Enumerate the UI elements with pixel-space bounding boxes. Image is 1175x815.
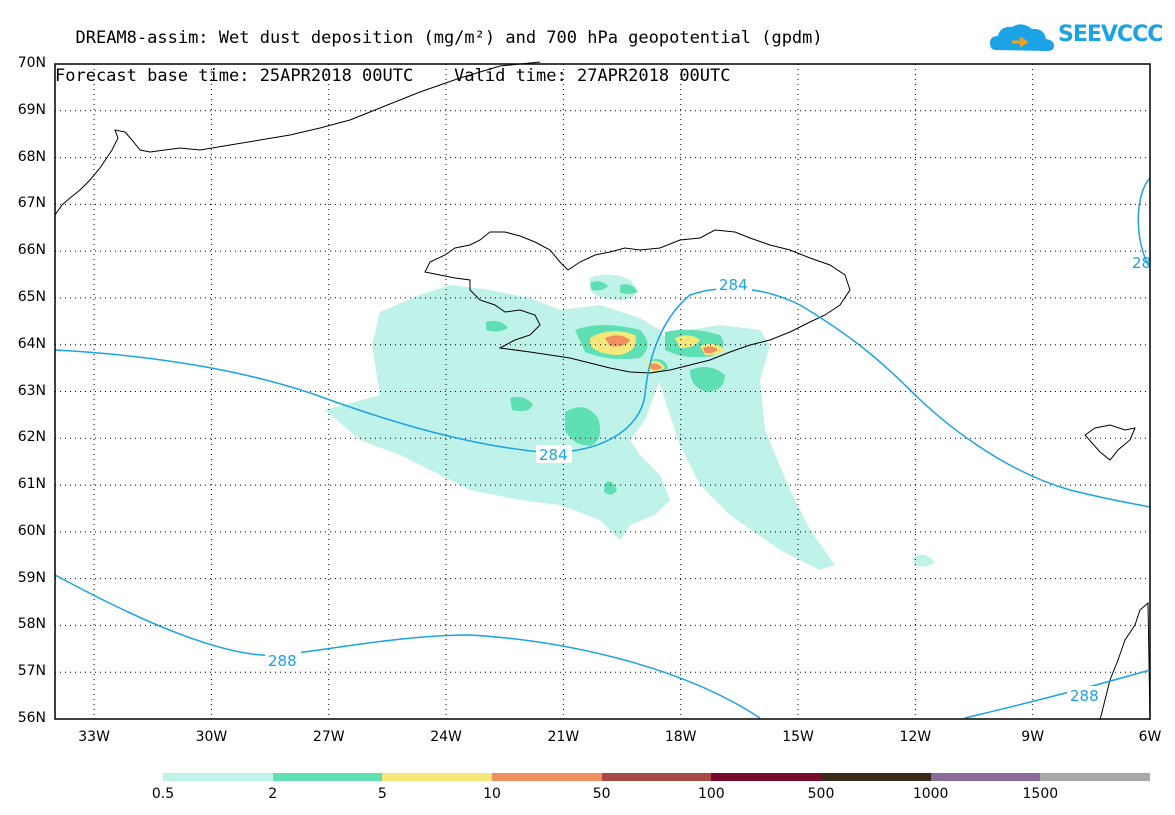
dust-patch-north: [590, 274, 637, 301]
lat-label: 67N: [17, 195, 46, 212]
colorbar-segment: [821, 773, 931, 781]
colorbar-segment: [711, 773, 821, 781]
dust-level10-2: [703, 346, 718, 354]
dust-plume-east: [650, 325, 835, 570]
lat-label: 60N: [17, 522, 46, 539]
coast-greenland: [54, 61, 541, 216]
dust-core-7: [620, 284, 638, 294]
title-line-2: Forecast base time: 25APR2018 00UTC Vali…: [55, 66, 731, 86]
logo-text: SEEVCCC: [1058, 22, 1163, 47]
colorbar-label: 10: [483, 786, 501, 802]
colorbar-label: 5: [377, 786, 387, 802]
lat-label: 59N: [17, 569, 46, 586]
dust-deposition-shading: [325, 274, 935, 570]
lat-label: 63N: [17, 382, 46, 399]
map-title: DREAM8-assim: Wet dust deposition (mg/m²…: [55, 10, 823, 105]
map-gridlines: [55, 64, 1150, 719]
colorbar-segment: [492, 773, 602, 781]
lat-label: 66N: [17, 242, 46, 259]
map-frame: [54, 63, 1151, 720]
coast-scotland: [1099, 601, 1151, 721]
lat-label: 69N: [17, 101, 46, 118]
contour-284-west: [54, 287, 1151, 508]
lat-label: 57N: [17, 663, 46, 680]
geopotential-contours: [54, 177, 1151, 719]
contour-label-28-edge: 28: [1132, 254, 1151, 272]
colorbar-label: 500: [807, 786, 835, 802]
lon-label: 12W: [899, 729, 932, 745]
coastlines: [54, 61, 1151, 721]
dust-core-3: [690, 366, 725, 392]
lon-label: 6W: [1138, 729, 1162, 745]
dust-core-8: [604, 481, 617, 495]
coast-iceland: [424, 229, 851, 374]
lat-label: 62N: [17, 429, 46, 446]
dust-core-2: [510, 396, 533, 412]
dust-core-6: [590, 281, 608, 291]
dust-level5-2: [675, 335, 700, 348]
dust-core-1: [565, 407, 601, 446]
lat-label: 61N: [17, 476, 46, 493]
lat-label: 56N: [17, 710, 46, 726]
title-line-1: DREAM8-assim: Wet dust deposition (mg/m²…: [75, 28, 823, 48]
lat-label: 65N: [17, 288, 46, 305]
colorbar-label: 1000: [912, 786, 949, 802]
colorbar-segment: [272, 773, 383, 781]
colorbar-label: 50: [592, 786, 611, 802]
colorbar-label: 2: [268, 786, 278, 802]
colorbar-segment: [163, 773, 273, 781]
lon-label: 15W: [782, 729, 814, 745]
lon-label: 18W: [664, 729, 697, 745]
colorbar-label: 0.5: [151, 786, 175, 802]
contour-288-south: [54, 574, 761, 719]
contour-288-southeast: [964, 669, 1151, 719]
colorbar-segment: [930, 773, 1041, 781]
lon-label: 27W: [312, 729, 345, 745]
lon-label: 9W: [1021, 729, 1045, 745]
lat-label: 70N: [17, 55, 46, 71]
colorbar-segment: [601, 773, 712, 781]
lat-label: 64N: [17, 335, 46, 352]
cloud-logo-icon: [990, 24, 1054, 51]
contour-label-288-east: 288: [1070, 687, 1099, 705]
contour-28-east: [1137, 177, 1151, 266]
coast-faroe: [1084, 424, 1136, 461]
dust-level10-1: [605, 335, 630, 347]
colorbar-segment: [382, 773, 492, 781]
dust-patch-small: [912, 554, 935, 567]
colorbar-label: 100: [697, 786, 725, 802]
dust-level10-3: [650, 363, 662, 370]
contour-label-288-west: 288: [268, 652, 297, 670]
colorbar-segment: [1040, 773, 1150, 781]
lat-label: 68N: [17, 148, 46, 165]
lon-label: 30W: [195, 729, 228, 745]
dust-core-9: [486, 320, 508, 332]
lon-label: 24W: [430, 729, 462, 745]
lat-label: 58N: [17, 616, 46, 633]
contour-label-284-south: 284: [539, 446, 568, 464]
colorbar-label: 1500: [1022, 786, 1059, 802]
lon-label: 33W: [78, 729, 110, 745]
contour-label-284-north: 284: [719, 276, 748, 294]
lon-label: 21W: [547, 729, 580, 745]
